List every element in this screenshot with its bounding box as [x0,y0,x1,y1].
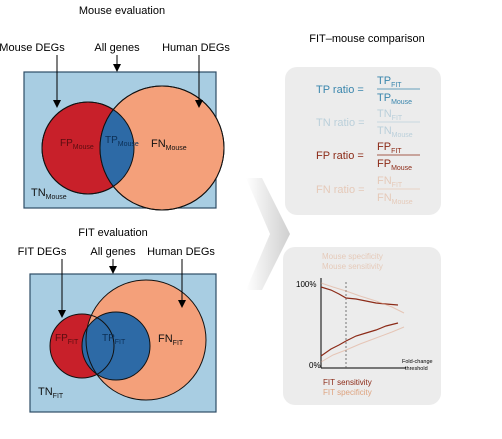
comparison-title: FIT–mouse comparison [309,33,425,45]
ratios-panel [285,67,441,215]
mouse-panel-title: Mouse evaluation [79,5,165,17]
ratio-fp: FP ratio = FPFIT FPMouse [316,141,420,172]
ratio-fn-numerator: FNFIT [377,175,403,189]
ratio-tp-numerator: TPFIT [377,75,402,89]
ratio-tn-label: TN ratio = [316,117,365,129]
human-degs-label-mouse: Human DEGs [162,42,230,54]
chart-bottom-line2: FIT specificity [323,388,372,397]
tp-mouse-label: TPMouse [105,135,139,148]
chart-top-faded-line1: Mouse specificity [322,252,383,261]
mouse-circle-outline [41,101,135,195]
ratio-fp-denominator: FPMouse [377,158,412,172]
ratio-fp-numerator: FPFIT [377,141,402,155]
tn-mouse-label: TNMouse [31,187,67,201]
all-genes-label-mouse: All genes [94,42,140,54]
ratio-tn-numerator: TNFIT [377,108,403,122]
human-circle-outline-fit [85,279,207,401]
fp-fit-label: FPFIT [55,333,79,346]
ratio-tp: TP ratio = TPFIT TPMouse [316,75,420,106]
ratio-tn-denominator: TNMouse [377,125,413,139]
fit-circle-outline [49,313,115,379]
fit-panel-title: FIT evaluation [78,227,148,239]
chart-fit-sensitivity-curve [320,322,399,357]
mouse-degs-label: Mouse DEGs [0,42,65,54]
tn-fit-label: TNFIT [38,386,64,400]
human-circle-outline-mouse [99,85,225,211]
chart-y-min-label: 0% [309,361,321,370]
fn-mouse-label: FNMouse [151,138,187,152]
chart-x-label-line1: Fold-change [402,359,433,365]
tp-fit-region [82,312,150,380]
chart-mouse-specificity-curve [320,282,405,314]
ratio-tp-denominator: TPMouse [377,92,412,106]
transition-arrow [246,178,290,290]
chart-panel [283,247,441,405]
chart-x-label-line2: threshold [405,366,428,372]
ratio-tp-label: TP ratio = [316,84,364,96]
chart-y-max-label: 100% [296,280,316,289]
fp-mouse-label: FPMouse [60,138,94,151]
ratio-tn: TN ratio = TNFIT TNMouse [316,108,420,139]
mouse-evaluation-panel: Mouse evaluation Mouse DEGs All genes Hu… [0,5,230,211]
fit-degs-label: FIT DEGs [18,246,67,258]
chart-top-faded-line2: Mouse sensitivity [322,262,383,271]
chart-bottom-line1: FIT sensitivity [323,378,372,387]
human-degs-label-fit: Human DEGs [147,246,215,258]
fit-evaluation-panel: FIT evaluation FIT DEGs All genes Human … [18,227,217,413]
chart-mouse-sensitivity-curve [320,326,405,363]
ratio-fp-label: FP ratio = [316,150,364,162]
tp-fit-label: TPFIT [102,333,126,346]
all-genes-label-fit: All genes [90,246,136,258]
ratio-fn: FN ratio = FNFIT FNMouse [316,175,420,206]
fn-fit-label: FNFIT [158,333,184,347]
ratio-fn-denominator: FNMouse [377,192,413,206]
ratio-fn-label: FN ratio = [316,184,365,196]
overlap-outline-fit [81,311,151,381]
